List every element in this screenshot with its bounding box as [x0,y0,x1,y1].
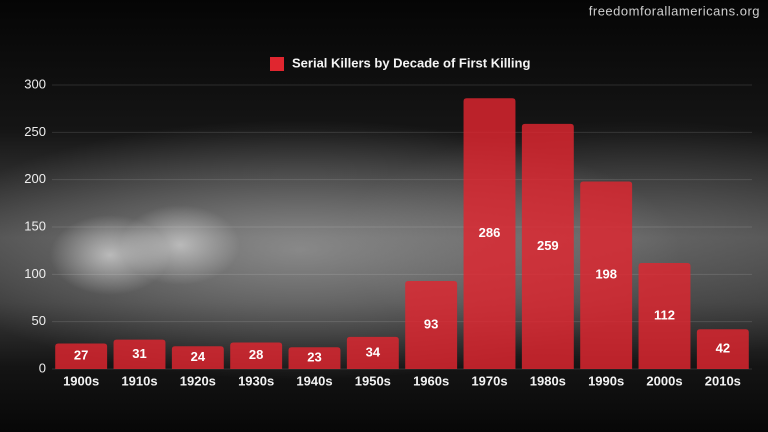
value-label: 93 [424,316,438,331]
x-tick-label: 1900s [63,373,99,388]
bar [171,346,224,369]
bar [638,262,691,369]
bar [55,343,108,369]
bar [580,181,633,369]
value-label: 42 [716,341,730,356]
value-label: 31 [132,346,146,361]
value-label: 198 [595,267,617,282]
x-tick-label: 2000s [646,373,682,388]
y-tick-label: 0 [39,360,46,375]
value-label: 27 [74,348,88,363]
value-label: 28 [249,347,263,362]
bar [521,123,574,370]
y-tick-label: 100 [24,266,46,281]
value-label: 112 [654,307,675,322]
value-label: 24 [191,349,206,364]
watermark: freedomforallamericans.org [589,3,760,18]
x-tick-label: 1950s [355,373,391,388]
value-label: 34 [366,344,381,359]
y-tick-label: 300 [24,76,46,91]
bar [288,347,341,369]
x-tick-label: 1990s [588,373,624,388]
x-tick-label: 1940s [296,373,332,388]
value-label: 259 [537,238,559,253]
bar [405,280,458,369]
x-tick-label: 1970s [471,373,507,388]
legend-label: Serial Killers by Decade of First Killin… [292,55,530,70]
bar [463,98,516,370]
x-tick-label: 1910s [121,373,157,388]
legend-swatch [270,57,284,71]
value-label: 23 [307,350,321,365]
y-tick-label: 150 [24,218,46,233]
y-tick-label: 250 [24,124,46,139]
y-tick-label: 50 [32,313,46,328]
x-tick-label: 1960s [413,373,449,388]
x-tick-label: 1980s [530,373,566,388]
bar [230,342,283,369]
bar [346,336,399,369]
bar [696,329,749,369]
x-tick-label: 1930s [238,373,274,388]
y-tick-label: 200 [24,171,46,186]
x-tick-label: 1920s [180,373,216,388]
value-label: 286 [479,225,501,240]
x-tick-label: 2010s [705,373,741,388]
bar [113,339,166,369]
